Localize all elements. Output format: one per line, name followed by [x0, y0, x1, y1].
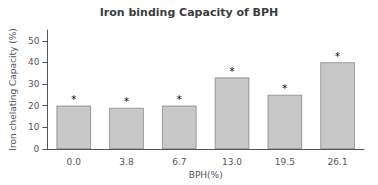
svg-text:*: * [335, 51, 340, 62]
svg-text:50: 50 [28, 36, 40, 46]
svg-text:6.7: 6.7 [172, 157, 186, 167]
svg-text:*: * [71, 94, 76, 105]
svg-text:*: * [230, 66, 235, 77]
svg-text:Iron binding Capacity of BPH: Iron binding Capacity of BPH [100, 6, 279, 19]
svg-text:13.0: 13.0 [222, 157, 242, 167]
svg-text:20: 20 [28, 101, 40, 111]
svg-text:0: 0 [34, 144, 40, 154]
svg-text:30: 30 [28, 79, 40, 89]
svg-text:26.1: 26.1 [328, 157, 348, 167]
svg-text:40: 40 [28, 57, 40, 67]
svg-text:*: * [124, 96, 129, 107]
svg-text:*: * [282, 83, 287, 94]
svg-text:BPH(%): BPH(%) [189, 170, 223, 180]
svg-text:3.8: 3.8 [119, 157, 134, 167]
svg-text:10: 10 [28, 122, 40, 132]
svg-text:0.0: 0.0 [67, 157, 82, 167]
svg-text:19.5: 19.5 [275, 157, 295, 167]
svg-text:Iron chelating Capacity (%): Iron chelating Capacity (%) [8, 28, 18, 151]
svg-text:*: * [177, 94, 182, 105]
